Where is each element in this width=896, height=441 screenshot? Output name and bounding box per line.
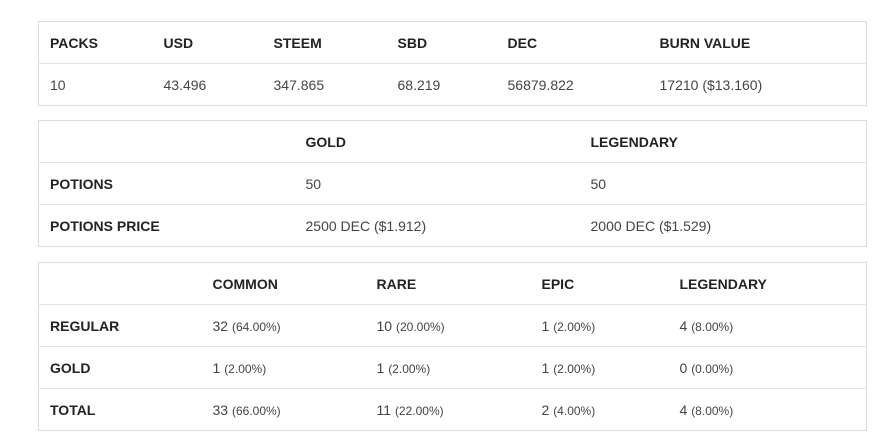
col-header-steem: STEEM	[273, 34, 322, 51]
cell-price-legendary: 2000 DEC ($1.529)	[579, 204, 867, 247]
col-header-rare: RARE	[376, 275, 417, 292]
cell-gold-common: 1 (2.00%)	[201, 346, 366, 389]
row-label-gold: GOLD	[38, 346, 202, 389]
cell-total-common: 33 (66.00%)	[201, 388, 366, 431]
cell-gold-legendary: 0 (0.00%)	[668, 346, 867, 389]
cell-regular-legendary: 4 (8.00%)	[668, 304, 867, 347]
percent: (2.00%)	[553, 361, 596, 376]
percent: (66.00%)	[231, 403, 281, 418]
cell-sbd: 68.219	[386, 63, 497, 106]
table-row: 10 43.496 347.865 68.219 56879.822 17210…	[38, 63, 867, 106]
cell-total-epic: 2 (4.00%)	[530, 388, 669, 431]
percent: (2.00%)	[388, 361, 431, 376]
col-header-sbd: SBD	[397, 34, 428, 51]
col-header-empty	[39, 121, 295, 163]
percent: (2.00%)	[224, 361, 267, 376]
cell-dec: 56879.822	[496, 63, 649, 106]
col-header-legendary: LEGENDARY	[590, 133, 678, 150]
cell-regular-epic: 1 (2.00%)	[530, 304, 669, 347]
count: 10	[376, 317, 393, 334]
count: 1	[376, 359, 385, 376]
table-row: POTIONS PRICE 2500 DEC ($1.912) 2000 DEC…	[38, 204, 867, 247]
count: 1	[212, 359, 221, 376]
row-label-regular: REGULAR	[38, 304, 202, 347]
count: 0	[679, 359, 688, 376]
cell-total-rare: 11 (22.00%)	[365, 388, 531, 431]
count: 1	[541, 359, 550, 376]
cell-gold-epic: 1 (2.00%)	[530, 346, 669, 389]
count: 11	[376, 401, 392, 418]
percent: (4.00%)	[553, 403, 596, 418]
row-label-potions-price: POTIONS PRICE	[38, 204, 295, 247]
cell-packs: 10	[38, 63, 153, 106]
percent: (8.00%)	[691, 319, 734, 334]
count: 4	[679, 401, 688, 418]
col-header-empty	[39, 263, 202, 305]
row-label-potions: POTIONS	[38, 162, 295, 205]
table-row: REGULAR 32 (64.00%) 10 (20.00%) 1 (2.00%…	[38, 304, 867, 347]
col-header-gold: GOLD	[305, 133, 346, 150]
col-header-legendary: LEGENDARY	[679, 275, 767, 292]
percent: (8.00%)	[691, 403, 734, 418]
potions-header-row: GOLD LEGENDARY	[39, 121, 867, 163]
table-row: GOLD 1 (2.00%) 1 (2.00%) 1 (2.00%) 0 (0.…	[38, 346, 867, 389]
table-row: POTIONS 50 50	[38, 162, 867, 205]
cell-gold-rare: 1 (2.00%)	[365, 346, 531, 389]
count: 4	[679, 317, 688, 334]
percent: (22.00%)	[394, 403, 444, 418]
cell-regular-common: 32 (64.00%)	[201, 304, 366, 347]
cell-burn-value: 17210 ($13.160)	[648, 63, 867, 106]
potions-table: GOLD LEGENDARY POTIONS 50 50 POTIONS PRI…	[38, 120, 867, 247]
percent: (64.00%)	[231, 319, 281, 334]
cell-potions-legendary: 50	[579, 162, 867, 205]
col-header-burn-value: BURN VALUE	[659, 34, 751, 51]
cell-price-gold: 2500 DEC ($1.912)	[294, 204, 580, 247]
packs-table: PACKS USD STEEM SBD DEC BURN VALUE 10 43…	[38, 21, 867, 106]
packs-header-row: PACKS USD STEEM SBD DEC BURN VALUE	[39, 22, 867, 64]
percent: (20.00%)	[395, 319, 445, 334]
col-header-packs: PACKS	[50, 34, 98, 51]
col-header-epic: EPIC	[541, 275, 575, 292]
cell-usd: 43.496	[152, 63, 263, 106]
table-row: TOTAL 33 (66.00%) 11 (22.00%) 2 (4.00%) …	[38, 388, 867, 431]
cell-total-legendary: 4 (8.00%)	[668, 388, 867, 431]
percent: (2.00%)	[553, 319, 596, 334]
count: 2	[541, 401, 550, 418]
count: 32	[212, 317, 229, 334]
cell-steem: 347.865	[262, 63, 387, 106]
percent: (0.00%)	[691, 361, 734, 376]
row-label-total: TOTAL	[38, 388, 202, 431]
count: 33	[212, 401, 229, 418]
count: 1	[541, 317, 550, 334]
cell-regular-rare: 10 (20.00%)	[365, 304, 531, 347]
col-header-dec: DEC	[507, 34, 538, 51]
cell-potions-gold: 50	[294, 162, 580, 205]
col-header-usd: USD	[163, 34, 194, 51]
col-header-common: COMMON	[212, 275, 278, 292]
rarity-table: COMMON RARE EPIC LEGENDARY REGULAR 32 (6…	[38, 262, 867, 431]
rarity-header-row: COMMON RARE EPIC LEGENDARY	[39, 263, 867, 305]
